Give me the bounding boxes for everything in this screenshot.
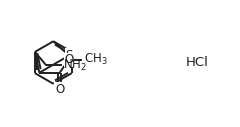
Text: O: O [55, 83, 64, 96]
Text: O: O [64, 53, 73, 66]
Text: NH$_2$: NH$_2$ [63, 58, 86, 73]
Text: S: S [66, 49, 73, 62]
Text: HCl: HCl [186, 56, 209, 69]
Text: CH$_3$: CH$_3$ [84, 52, 108, 67]
